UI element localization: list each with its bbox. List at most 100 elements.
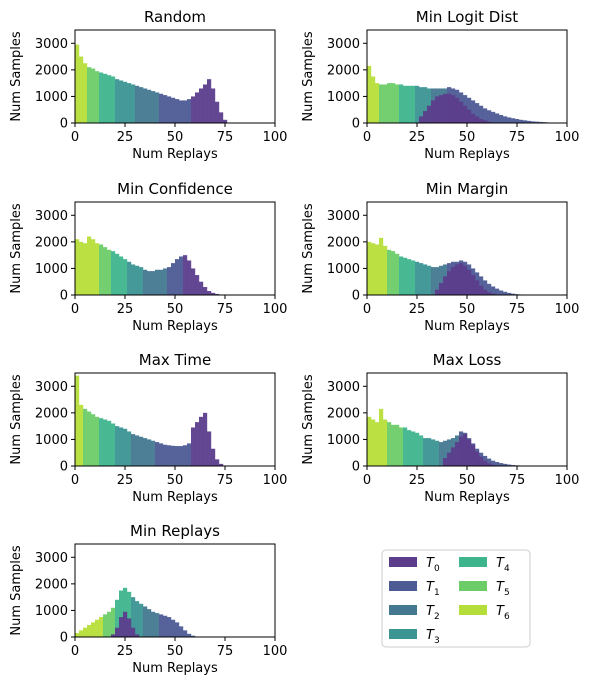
bar-T2-36 — [147, 271, 152, 295]
y-tick-label: 3000 — [327, 380, 360, 395]
bar-T2-34 — [143, 269, 148, 295]
bar-T3-26 — [127, 431, 132, 466]
bar-T1-44 — [163, 615, 168, 637]
bar-T5-14 — [395, 84, 400, 123]
bar-T3-28 — [131, 264, 136, 295]
bar-T3-28 — [131, 84, 136, 123]
bar-T2-36 — [147, 89, 152, 123]
bar-T4-18 — [403, 427, 408, 466]
bar-T1-42 — [159, 93, 164, 123]
bar-T6-0 — [75, 239, 80, 295]
bar-T0-52 — [471, 275, 476, 295]
bar-T1-52 — [179, 256, 184, 295]
bar-T6-4 — [83, 243, 88, 295]
bar-T6-8 — [91, 622, 96, 637]
bar-T3-20 — [115, 79, 120, 123]
bar-T3-34 — [435, 440, 440, 466]
bar-T6-2 — [79, 404, 84, 466]
y-tick-label: 2000 — [327, 235, 360, 250]
bar-T1-80 — [527, 120, 532, 123]
bar-T6-0 — [75, 633, 80, 637]
bar-T1-58 — [191, 635, 196, 637]
x-tick-label: 50 — [459, 473, 476, 488]
bars — [75, 587, 196, 637]
bar-T6-2 — [371, 76, 376, 123]
bar-T4-24 — [415, 432, 420, 466]
bar-T2-40 — [155, 92, 160, 123]
bar-T0-52 — [471, 113, 476, 123]
y-tick-label: 0 — [352, 460, 360, 475]
bar-T0-26 — [127, 618, 132, 637]
bar-T2-38 — [151, 440, 156, 466]
bar-T1-52 — [179, 626, 184, 637]
bar-T4-18 — [403, 85, 408, 123]
bar-T0-64 — [203, 412, 208, 466]
bar-T3-24 — [123, 81, 128, 123]
legend-swatch — [389, 629, 417, 639]
x-tick-label: 75 — [509, 130, 526, 145]
legend-swatch — [389, 581, 417, 591]
bar-T0-58 — [483, 289, 488, 295]
bar-T1-50 — [175, 446, 180, 466]
x-tick-label: 25 — [117, 130, 134, 145]
bar-T5-14 — [103, 614, 108, 637]
bar-T0-46 — [459, 101, 464, 123]
bar-T1-48 — [171, 263, 176, 295]
bar-T0-70 — [215, 101, 220, 123]
bar-T0-66 — [207, 291, 212, 295]
x-tick-label: 50 — [167, 302, 184, 317]
bar-T0-68 — [211, 88, 216, 123]
bar-T1-42 — [159, 443, 164, 466]
bar-T0-50 — [467, 439, 472, 466]
bar-T5-14 — [103, 247, 108, 295]
bar-T0-30 — [135, 634, 140, 637]
bar-T0-56 — [479, 456, 484, 466]
x-tick-label: 0 — [71, 302, 79, 317]
bar-T1-50 — [175, 99, 180, 123]
bar-T1-46 — [167, 96, 172, 123]
bar-T1-46 — [167, 445, 172, 466]
bar-T0-72 — [219, 463, 224, 466]
bar-T5-14 — [395, 253, 400, 295]
bar-T5-6 — [87, 411, 92, 466]
x-tick-label: 25 — [409, 302, 426, 317]
bar-T6-8 — [383, 419, 388, 466]
bar-T4-20 — [407, 259, 412, 295]
bar-T0-32 — [431, 100, 436, 123]
y-tick-label: 1000 — [35, 90, 68, 105]
bar-T2-34 — [143, 606, 148, 637]
bar-T0-18 — [111, 634, 116, 637]
bar-T3-30 — [135, 601, 140, 637]
bar-T1-70 — [507, 117, 512, 123]
bar-T2-42 — [159, 269, 164, 295]
bar-T4-12 — [99, 72, 104, 123]
legend-swatch — [459, 581, 487, 591]
bar-T2-34 — [143, 88, 148, 123]
bar-T3-24 — [415, 85, 420, 123]
bar-T1-56 — [479, 105, 484, 123]
bar-T5-12 — [391, 251, 396, 295]
bar-T1-64 — [495, 113, 500, 123]
bar-T1-60 — [487, 110, 492, 123]
y-tick-label: 2000 — [327, 63, 360, 78]
bar-T3-22 — [119, 80, 124, 123]
bar-T4-14 — [103, 73, 108, 123]
bars — [367, 237, 532, 295]
y-tick-label: 2000 — [35, 406, 68, 421]
bar-T3-24 — [415, 261, 420, 295]
x-axis-label: Num Replays — [424, 147, 510, 162]
bar-T0-62 — [199, 416, 204, 466]
bar-T6-0 — [367, 241, 372, 295]
bar-T2-30 — [135, 85, 140, 123]
bar-T6-0 — [367, 65, 372, 123]
bar-T1-78 — [523, 120, 528, 123]
y-tick-label: 3000 — [35, 37, 68, 52]
bar-T0-64 — [203, 287, 208, 295]
bar-T3-28 — [423, 264, 428, 295]
bar-T1-58 — [483, 108, 488, 123]
x-tick-label: 50 — [167, 473, 184, 488]
bar-T0-54 — [183, 255, 188, 295]
